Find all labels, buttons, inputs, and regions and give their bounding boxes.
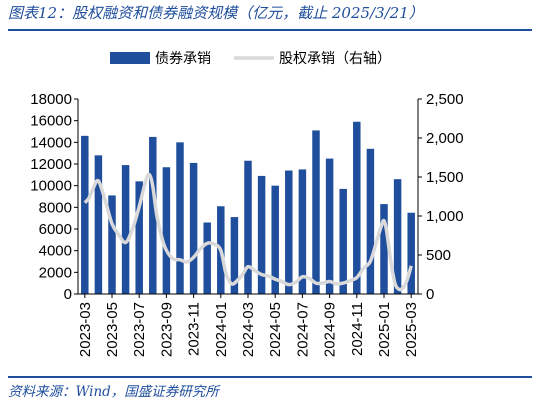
bar-2023-12 — [203, 222, 211, 294]
bar-2024-07 — [298, 169, 307, 294]
title-divider — [8, 29, 532, 31]
left-tick-label: 10000 — [30, 178, 72, 195]
x-tick-label: 2024-01 — [213, 302, 230, 357]
right-tick-label: 1,000 — [426, 208, 464, 225]
bar-2024-02 — [230, 217, 239, 294]
left-tick-label: 4000 — [39, 243, 72, 260]
x-tick-label: 2024-09 — [322, 302, 339, 357]
x-tick-label: 2023-11 — [186, 302, 203, 356]
legend-bar-label: 债券承销 — [155, 51, 211, 67]
bar-2023-06 — [121, 165, 130, 294]
left-tick-label: 14000 — [30, 134, 72, 151]
left-tick-label: 16000 — [30, 113, 72, 130]
bar-2024-12 — [366, 148, 375, 294]
bar-2023-03 — [81, 135, 89, 294]
bar-2024-06 — [285, 170, 293, 294]
chart-canvas: 0 2000 4000 6000 8000 10000 12000 14000 16000 180… — [30, 51, 463, 357]
bar-2023-08 — [149, 136, 157, 294]
bar-2025-02 — [393, 179, 402, 294]
bar-2024-08 — [312, 130, 320, 294]
x-tick-label: 2023-07 — [131, 302, 148, 357]
bar-2023-11 — [189, 162, 198, 294]
x-tick-label: 2025-03 — [403, 302, 420, 357]
bar-2024-10 — [339, 188, 347, 294]
legend: 债券承销 股权承销（右轴） — [110, 51, 391, 67]
bar-2023-05 — [108, 195, 116, 294]
x-tick-label: 2023-05 — [104, 302, 121, 357]
bar-2024-09 — [325, 158, 334, 294]
right-tick-label: 2,500 — [426, 91, 464, 108]
x-tick-label: 2025-01 — [376, 302, 393, 357]
bar-2024-04 — [257, 175, 266, 294]
legend-line-label: 股权承销（右轴） — [279, 51, 391, 67]
left-tick-label: 6000 — [39, 221, 72, 238]
left-tick-label: 8000 — [39, 199, 72, 216]
x-tick-label: 2024-11 — [349, 302, 366, 356]
bar-2024-03 — [244, 160, 252, 294]
left-tick-label: 12000 — [30, 156, 72, 173]
right-tick-label: 1,500 — [426, 169, 464, 186]
bar-2025-01 — [380, 204, 388, 294]
right-tick-label: 500 — [426, 247, 451, 264]
bar-2023-04 — [94, 155, 103, 294]
axes-group: 0 2000 4000 6000 8000 10000 12000 14000 16000 180… — [30, 91, 463, 357]
left-tick-label: 2000 — [39, 264, 72, 281]
x-tick-label: 2023-03 — [77, 302, 94, 357]
x-tick-label: 2024-05 — [267, 302, 284, 357]
left-tick-label: 0 — [64, 286, 72, 303]
source-divider — [8, 376, 532, 378]
bar-2025-03 — [407, 212, 415, 294]
source-note: 资料来源：Wind，国盛证券研究所 — [8, 384, 219, 400]
right-tick-label: 2,000 — [426, 130, 464, 147]
x-tick-label: 2024-03 — [240, 302, 257, 357]
equity-underwriting-line — [83, 172, 413, 292]
bar-2023-09 — [162, 167, 171, 294]
bar-2024-11 — [353, 121, 361, 294]
legend-bar-swatch — [110, 52, 150, 64]
chart-title: 图表12：股权融资和债券融资规模（亿元，截止 2025/3/21） — [8, 4, 424, 22]
left-tick-label: 18000 — [30, 91, 72, 108]
right-tick-label: 0 — [426, 286, 434, 303]
bar-2024-05 — [271, 185, 279, 294]
bar-2023-10 — [176, 142, 184, 294]
x-tick-label: 2023-09 — [158, 302, 175, 357]
x-tick-label: 2024-07 — [294, 302, 311, 357]
bar-2023-07 — [135, 181, 143, 294]
line-series-group — [83, 172, 413, 292]
